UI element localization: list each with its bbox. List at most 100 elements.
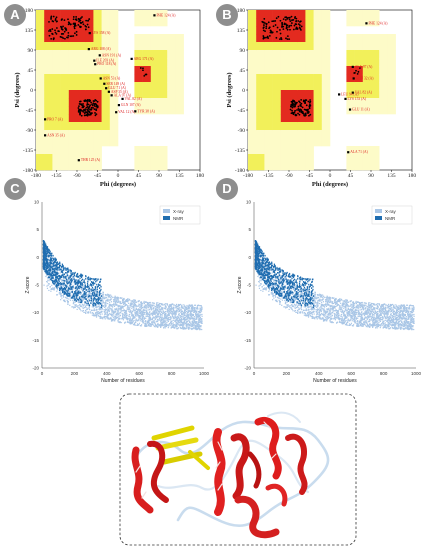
xray-point [131,307,133,309]
xray-point [136,310,138,312]
nmr-point [74,295,76,297]
residue-outlier-marker [107,90,110,93]
xray-point [122,310,124,312]
nmr-point [57,284,59,287]
xray-point [198,325,200,328]
xray-point [336,303,339,305]
xray-point [128,315,130,317]
xray-point [46,280,48,283]
y-tick-label: -20 [32,366,39,371]
xray-point [361,304,363,306]
nmr-point [49,250,51,253]
rama-region-cell [109,74,119,83]
xray-point [171,315,174,317]
rama-region-cell [362,10,372,19]
nmr-point [54,261,56,264]
nmr-point [97,300,99,303]
rama-region-cell [36,154,45,163]
residue-label: ARG 171 (A) [134,57,155,61]
xray-point [147,321,150,323]
rama-region-cell [85,98,94,107]
xray-point [193,322,195,325]
xray-point [54,284,57,286]
rama-point [50,15,53,18]
rama-point [62,37,65,40]
xray-point [413,313,415,316]
xray-point [107,302,109,305]
nmr-point [46,246,48,249]
xray-point [59,272,61,274]
rama-region-cell [313,66,323,75]
xray-point [171,308,173,310]
xray-point [194,326,196,328]
xray-point [179,324,181,326]
xray-point [160,319,163,321]
rama-point [61,32,64,35]
xray-point [50,264,52,266]
rama-region-cell [272,82,282,91]
nmr-point [50,255,53,257]
rama-region-cell [167,58,176,67]
rama-region-cell [60,154,70,163]
xray-point [258,285,260,287]
xray-point [161,321,163,323]
x-tick-label: 45 [348,173,354,179]
rama-point [83,112,86,115]
rama-point [79,112,82,115]
nmr-point [48,249,50,252]
nmr-point [44,270,47,273]
xray-point [113,304,115,306]
nmr-point [63,273,65,276]
residue-outlier-marker [365,22,368,25]
xray-point [118,313,120,315]
xray-point [94,315,96,317]
xray-point [170,318,172,320]
rama-region-cell [305,66,314,75]
xray-point [178,322,180,324]
rama-point [143,74,146,77]
rama-region-cell [297,66,306,75]
nmr-point [59,268,62,271]
xray-point [133,303,135,305]
residue-label: PRO 118 (A) [97,62,117,66]
xray-point [72,285,74,287]
xray-point [78,291,80,293]
rama-region-cell [167,74,176,83]
nmr-point [70,288,72,290]
nmr-point [50,258,52,260]
xray-point [119,296,121,299]
xray-point [50,271,52,273]
rama-point [55,32,58,35]
rama-region-cell [175,34,184,43]
xray-point [83,296,85,298]
xray-point [176,319,178,322]
rama-region-cell [289,66,298,75]
rama-region-cell [313,138,323,147]
nmr-point [45,251,47,253]
nmr-point [87,284,89,286]
xray-point [308,308,310,311]
rama-point [142,69,144,72]
xray-point [258,281,261,283]
rama-region-cell [44,42,53,51]
xray-point [46,281,49,283]
xray-point [160,317,162,319]
xray-point [57,269,59,271]
xray-point [98,292,100,294]
xray-point [170,309,172,311]
rama-region-cell [101,130,111,139]
xray-point [172,315,174,318]
rama-point [294,109,297,112]
nmr-point [42,255,45,257]
xray-point [194,304,197,306]
rama-point [86,114,89,117]
xray-point [134,315,137,317]
rama-region-cell [77,66,86,75]
rama-region-cell [85,114,94,123]
nmr-point [43,250,45,253]
xray-point [369,308,371,310]
xray-point [332,309,334,311]
xray-point [106,313,109,315]
rama-point [64,27,67,30]
xray-point [123,309,125,311]
